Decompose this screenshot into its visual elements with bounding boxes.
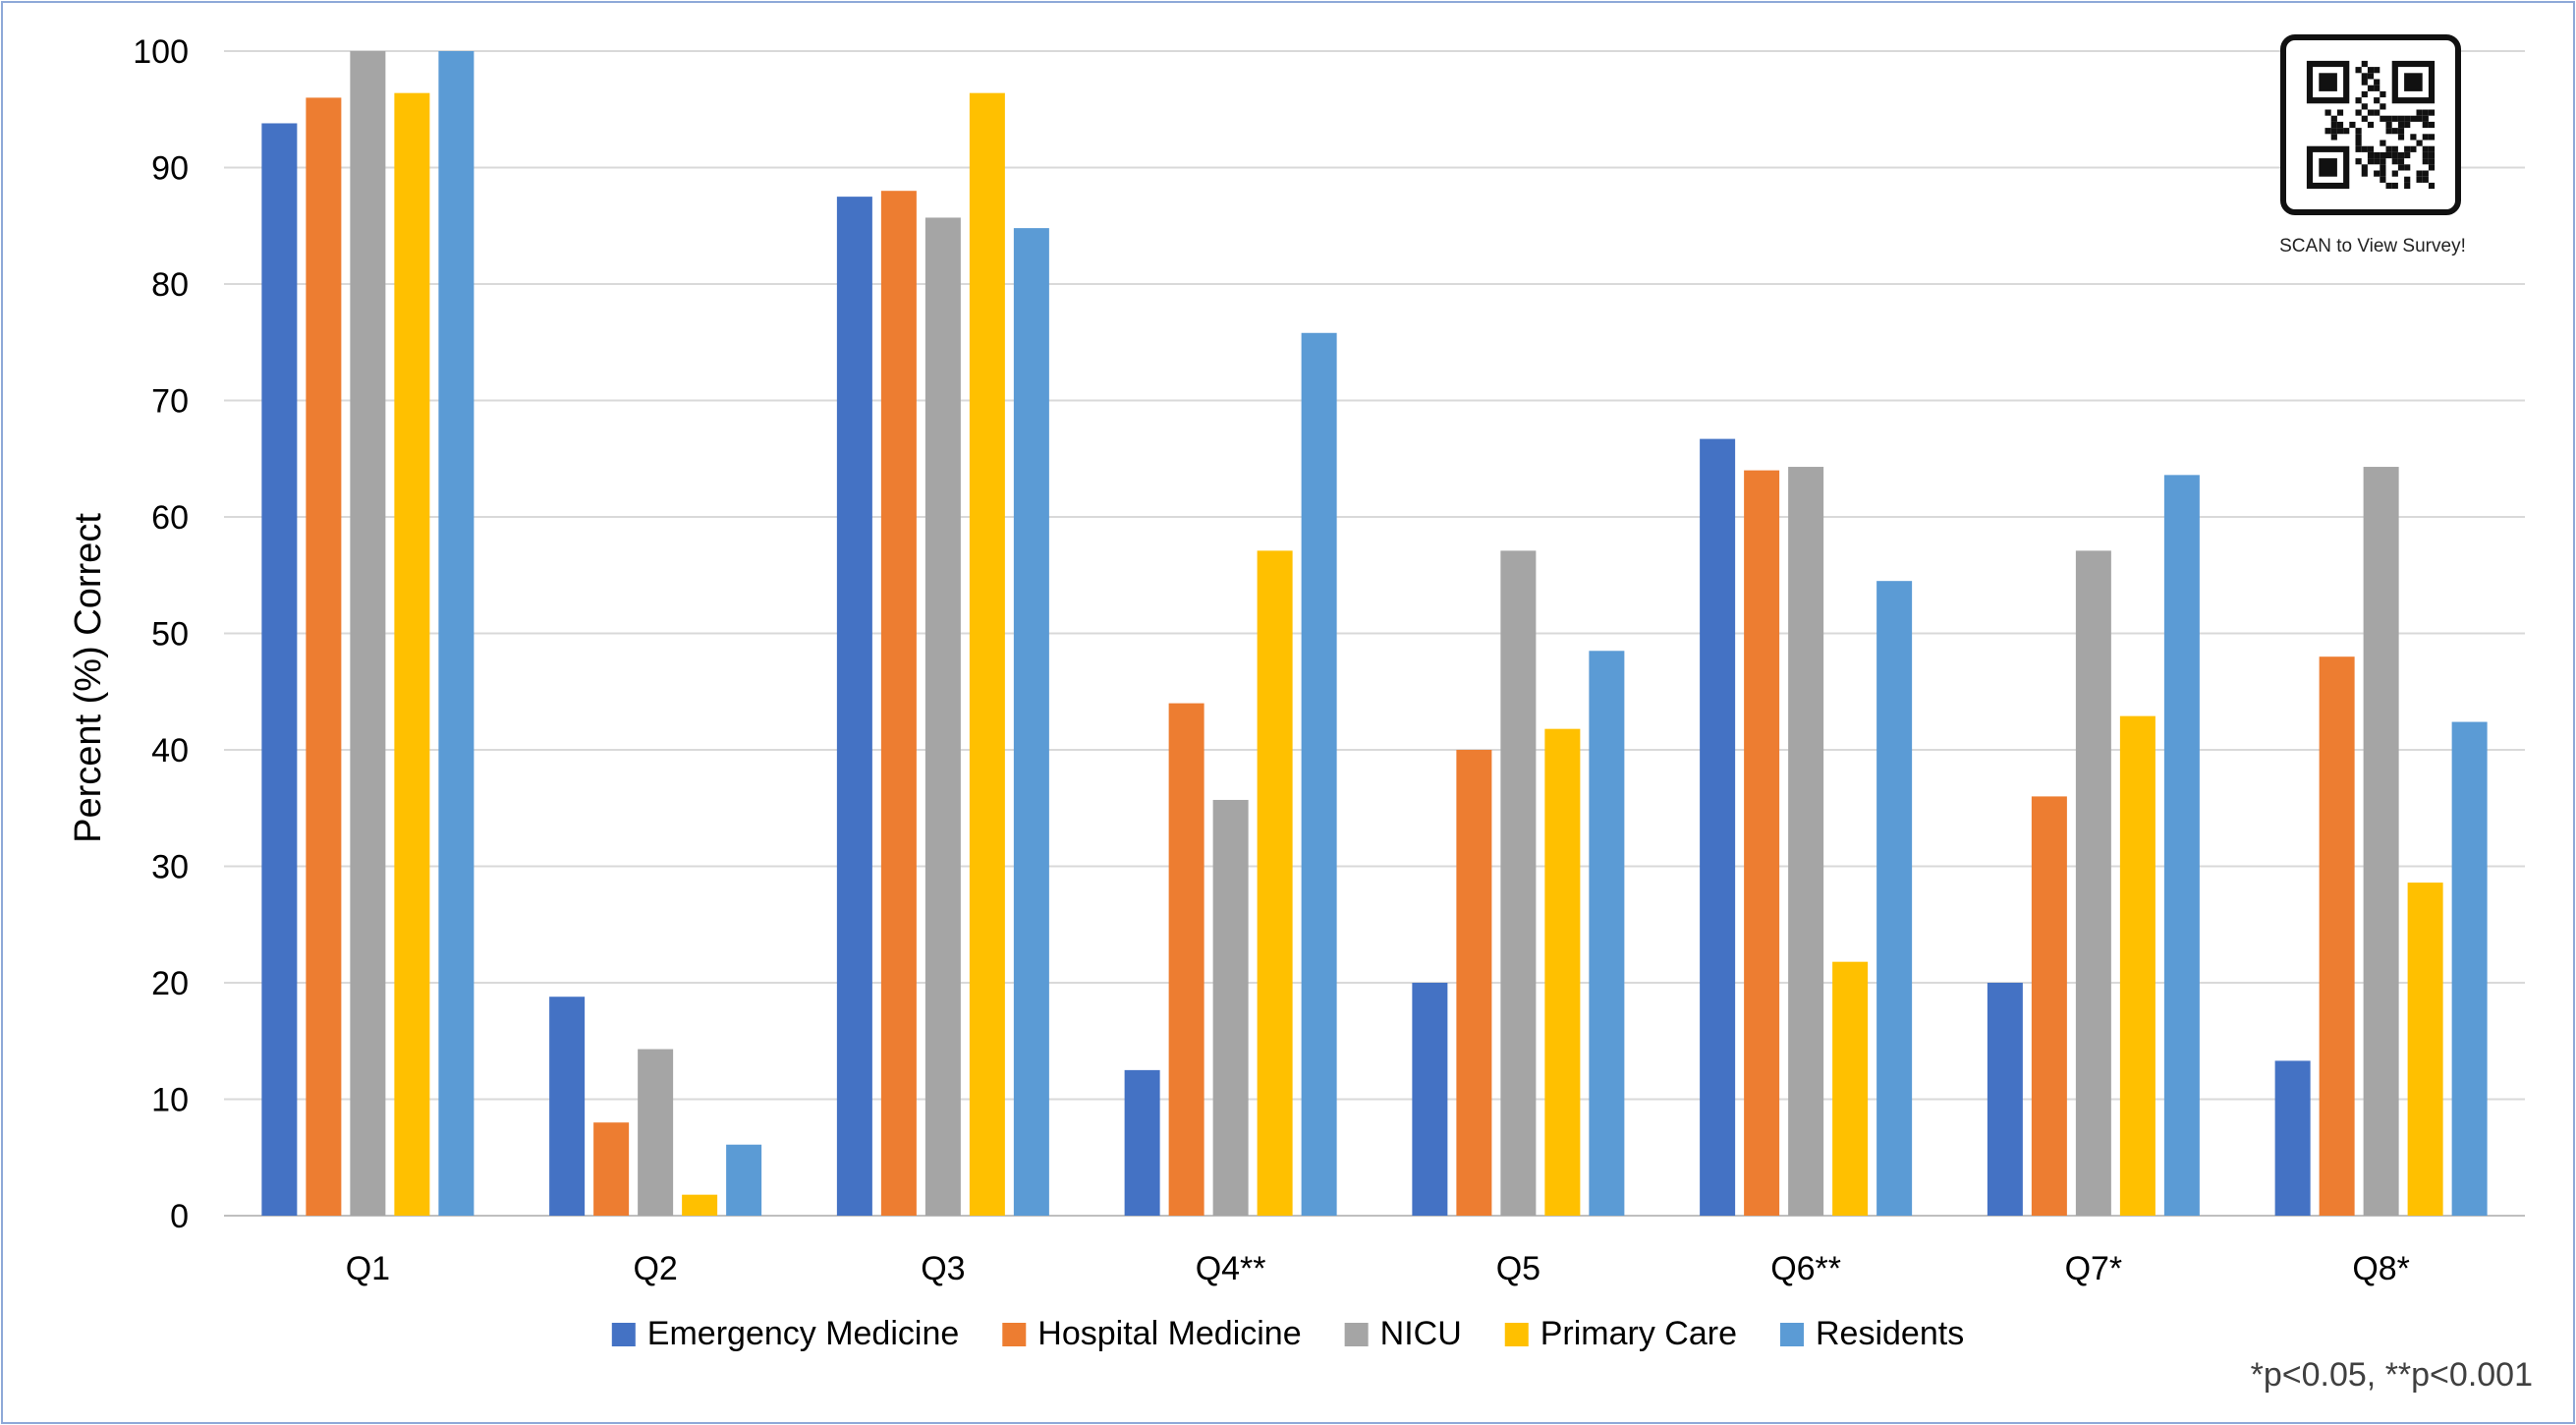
bar[interactable] <box>438 51 475 1216</box>
legend: Emergency Medicine Hospital Medicine NICU P… <box>611 1315 1964 1352</box>
legend-label: Residents <box>1816 1315 1964 1352</box>
bar[interactable] <box>1257 550 1293 1216</box>
x-tick-label: Q3 <box>921 1250 965 1287</box>
legend-label: Hospital Medicine <box>1037 1315 1301 1352</box>
bar[interactable] <box>638 1049 674 1216</box>
bar[interactable] <box>2363 467 2399 1216</box>
y-axis-label: Percent (%) Correct <box>68 513 109 843</box>
bar[interactable] <box>836 197 872 1216</box>
bar[interactable] <box>2075 550 2111 1216</box>
bar[interactable] <box>549 997 586 1216</box>
bar[interactable] <box>1212 799 1249 1216</box>
bar[interactable] <box>1412 983 1448 1216</box>
y-tick-label: 0 <box>170 1198 189 1235</box>
bar[interactable] <box>969 92 1005 1216</box>
bar[interactable] <box>1013 228 1049 1216</box>
bar[interactable] <box>2119 715 2156 1216</box>
bars <box>261 51 2488 1217</box>
qr-code-icon[interactable] <box>2280 34 2461 215</box>
y-tick-label: 50 <box>151 616 189 654</box>
y-tick-label: 90 <box>151 150 189 188</box>
bar[interactable] <box>682 1194 718 1216</box>
bar[interactable] <box>306 97 342 1216</box>
y-tick-label: 30 <box>151 849 189 886</box>
legend-label: Emergency Medicine <box>647 1315 959 1352</box>
bar[interactable] <box>2163 475 2200 1217</box>
x-tick-label: Q8* <box>2352 1250 2410 1287</box>
x-tick-label: Q2 <box>633 1250 677 1287</box>
y-tick-label: 40 <box>151 732 189 770</box>
bar[interactable] <box>261 123 298 1217</box>
bar[interactable] <box>2274 1060 2311 1216</box>
x-tick-label: Q6** <box>1770 1250 1841 1287</box>
bar[interactable] <box>1700 438 1736 1217</box>
bar[interactable] <box>924 217 961 1216</box>
bar[interactable] <box>1456 750 1492 1216</box>
bar[interactable] <box>350 51 386 1216</box>
legend-label: NICU <box>1380 1315 1462 1352</box>
y-tick-label: 60 <box>151 499 189 537</box>
qr-caption: SCAN to View Survey! <box>2279 236 2466 256</box>
bar[interactable] <box>2407 883 2443 1216</box>
y-tick-label: 20 <box>151 965 189 1002</box>
bar[interactable] <box>1876 581 1913 1216</box>
bar[interactable] <box>1544 728 1581 1216</box>
bar[interactable] <box>1589 651 1625 1216</box>
bar[interactable] <box>1168 703 1204 1216</box>
bar[interactable] <box>2031 796 2067 1216</box>
bar[interactable] <box>394 92 430 1216</box>
x-tick-label: Q7* <box>2065 1250 2123 1287</box>
bar[interactable] <box>880 191 917 1217</box>
bar[interactable] <box>726 1144 762 1216</box>
legend-swatch <box>1344 1323 1369 1346</box>
bar[interactable] <box>1500 550 1537 1216</box>
y-tick-label: 10 <box>151 1082 189 1119</box>
y-tick-label: 80 <box>151 266 189 304</box>
significance-footnote: *p<0.05, **p<0.001 <box>2250 1356 2533 1394</box>
bar[interactable] <box>2319 656 2355 1216</box>
y-tick-label: 70 <box>151 383 189 421</box>
legend-swatch <box>1002 1323 1027 1346</box>
x-tick-label: Q4** <box>1196 1250 1266 1287</box>
bar[interactable] <box>1788 467 1824 1216</box>
bar[interactable] <box>1744 470 1780 1217</box>
x-tick-label: Q1 <box>346 1250 390 1287</box>
bar[interactable] <box>2451 721 2488 1216</box>
bar[interactable] <box>593 1122 630 1216</box>
x-tick-label: Q5 <box>1496 1250 1540 1287</box>
bar[interactable] <box>1301 332 1337 1216</box>
bar[interactable] <box>1832 961 1869 1216</box>
legend-swatch <box>1780 1323 1804 1346</box>
bar[interactable] <box>1124 1069 1160 1216</box>
bar[interactable] <box>1987 983 2023 1216</box>
legend-swatch <box>611 1323 636 1346</box>
legend-label: Primary Care <box>1540 1315 1737 1352</box>
y-tick-label: 100 <box>133 33 189 71</box>
legend-swatch <box>1504 1323 1529 1346</box>
axes: Percent (%) Correct 0 10 20 30 40 50 60 70 80 90 1… <box>68 33 2410 1287</box>
